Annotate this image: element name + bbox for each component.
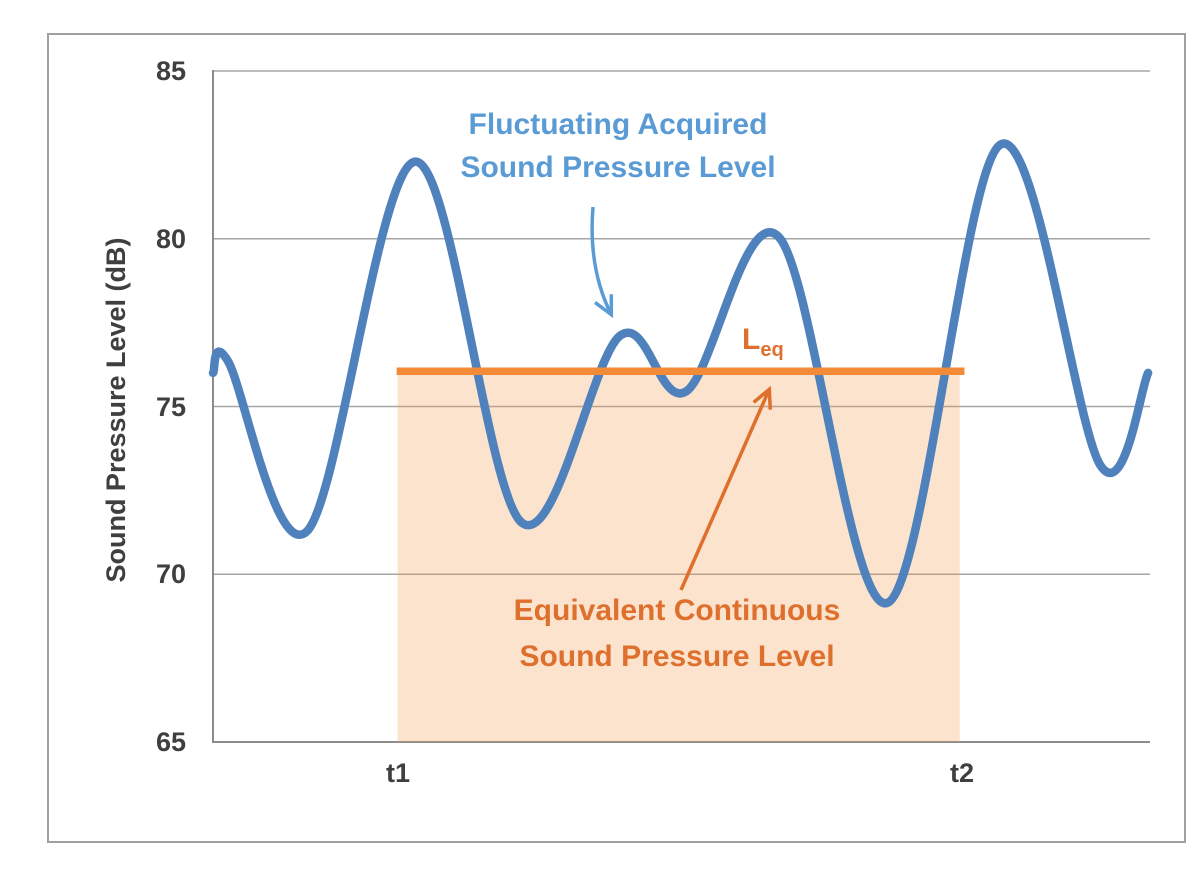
equivalent-annotation-line1: Equivalent Continuous [513, 594, 841, 627]
x-tick-t1: t1 [385, 758, 410, 788]
fluctuating-annotation-arrow [590, 206, 611, 314]
fluctuating-annotation-line1: Fluctuating Acquired [468, 108, 768, 141]
equivalent-annotation-arrow [679, 390, 769, 591]
leq-label-main: L [742, 323, 761, 356]
chart-layer [208, 70, 1153, 743]
equivalent-annotation: Equivalent Continuous Sound Pressure Lev… [477, 588, 877, 680]
equivalent-annotation-line2: Sound Pressure Level [519, 640, 835, 673]
y-tick-85: 85 [155, 56, 186, 86]
shaded-region [397, 371, 960, 742]
fluctuating-annotation: Fluctuating Acquired Sound Pressure Leve… [418, 103, 818, 189]
y-tick-70: 70 [155, 559, 186, 589]
fluctuating-spl-curve [208, 139, 1153, 608]
y-tick-65: 65 [155, 727, 186, 757]
leq-label-subscript: eq [760, 339, 784, 361]
leq-label: Leq [742, 323, 784, 367]
chart-outer-border [47, 33, 1186, 843]
y-tick-75: 75 [155, 392, 186, 422]
annotation-arrows [590, 206, 769, 591]
fluctuating-annotation-line2: Sound Pressure Level [460, 151, 776, 184]
x-tick-t2: t2 [949, 758, 974, 788]
y-tick-80: 80 [155, 224, 186, 254]
